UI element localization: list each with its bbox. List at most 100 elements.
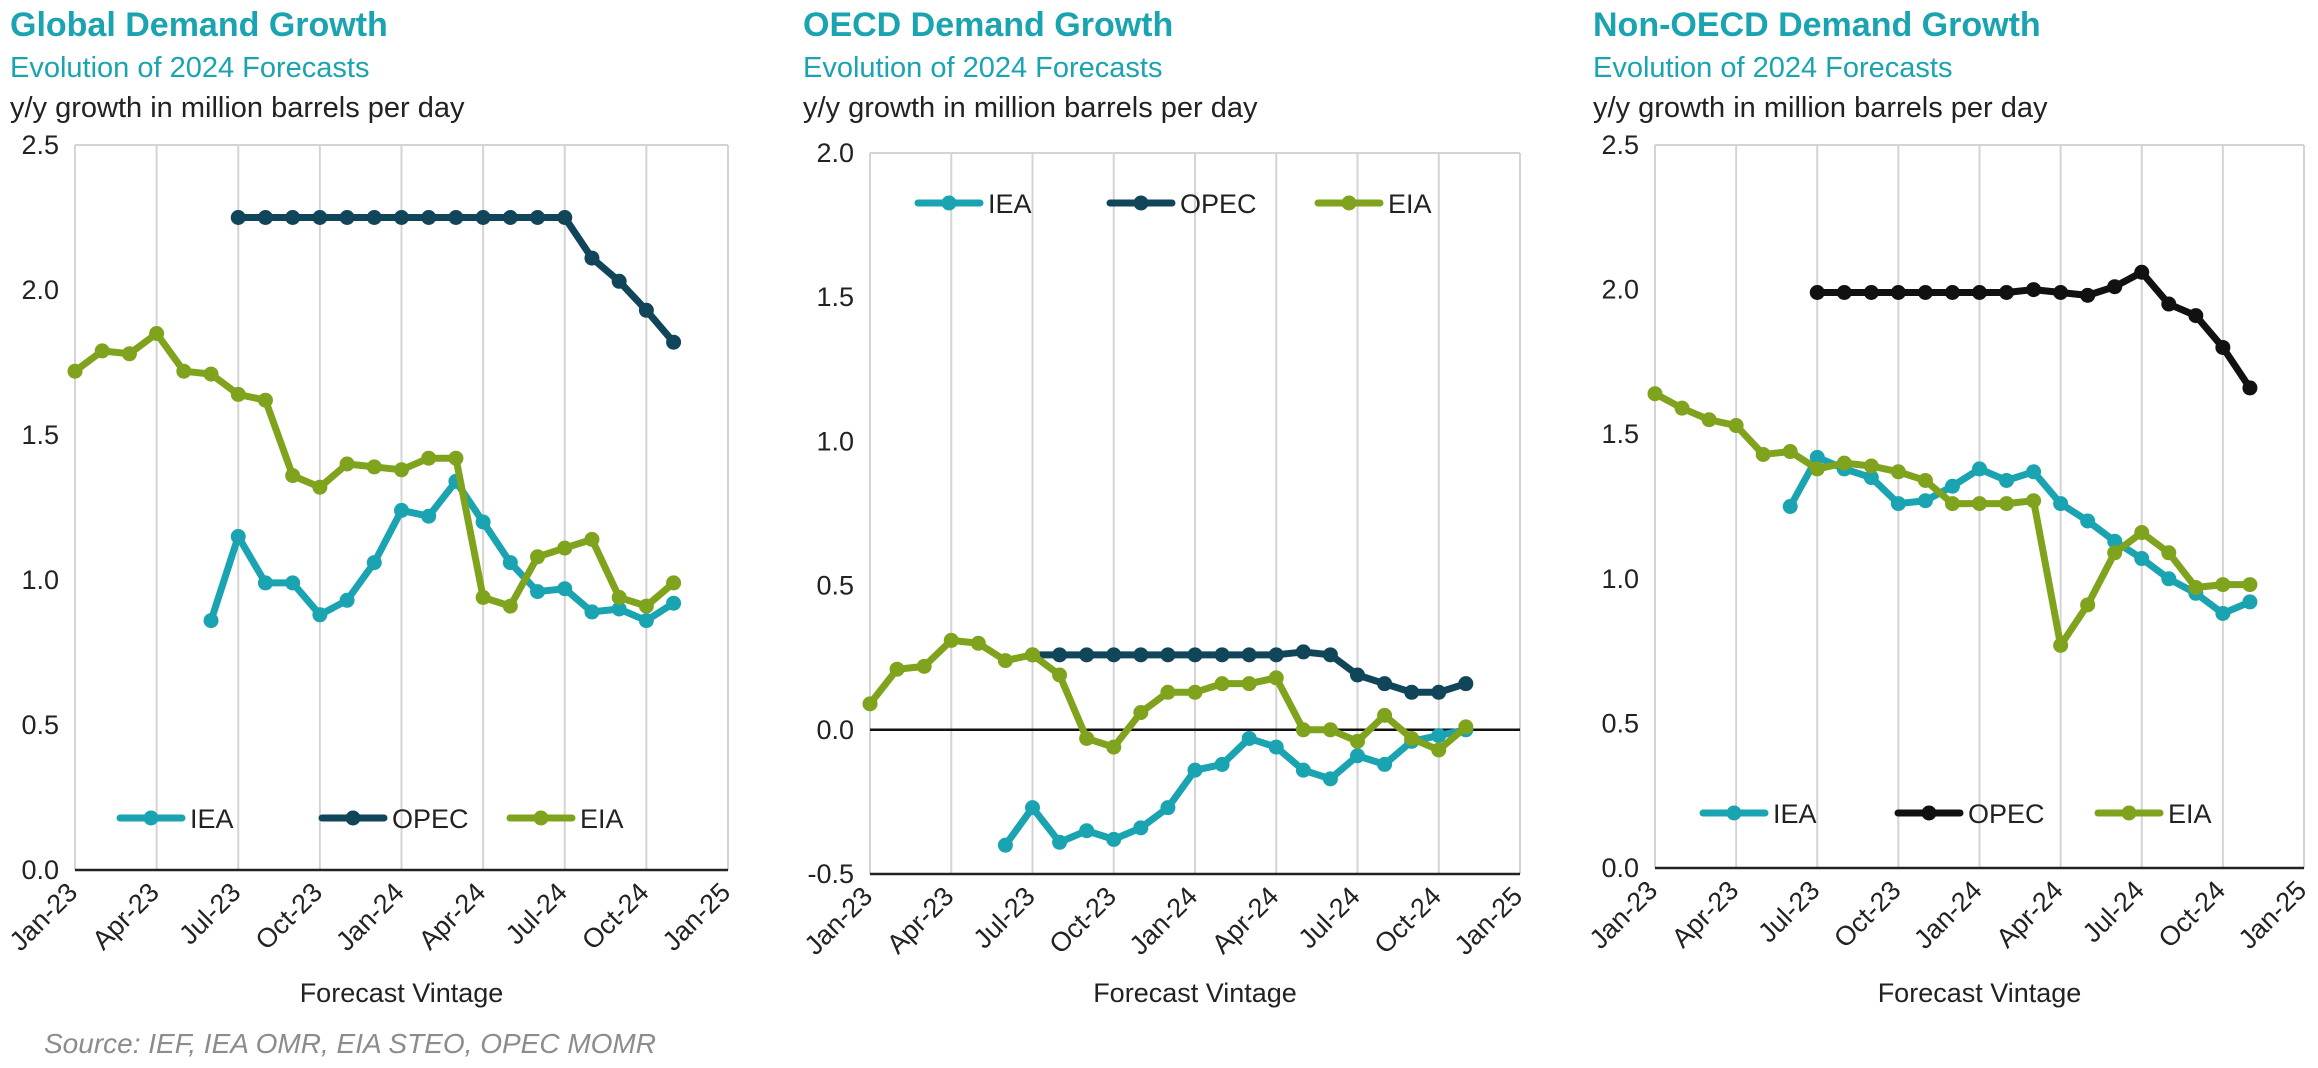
data-point-opec <box>257 210 273 225</box>
data-point-iea <box>638 613 654 629</box>
x-tick-label: Oct-23 <box>1828 875 1907 954</box>
y-tick-label: 1.5 <box>1601 419 1639 449</box>
data-point-iea <box>2242 594 2258 610</box>
data-point-opec <box>1944 284 1960 300</box>
y-tick-label: 0.5 <box>1601 708 1639 738</box>
data-point-opec <box>557 210 573 225</box>
data-point-eia <box>557 540 573 556</box>
y-tick-label: 1.5 <box>21 420 59 450</box>
data-point-iea <box>530 584 546 600</box>
data-point-iea <box>1133 820 1149 836</box>
data-point-eia <box>475 589 491 605</box>
data-point-eia <box>2242 577 2258 593</box>
data-point-opec <box>1404 684 1420 700</box>
data-point-opec <box>230 210 246 225</box>
data-point-iea <box>2161 571 2177 587</box>
data-point-iea <box>2080 513 2096 529</box>
data-point-opec <box>1972 284 1987 300</box>
data-point-eia <box>916 658 932 674</box>
data-point-eia <box>2215 577 2231 593</box>
data-point-eia <box>366 459 382 475</box>
data-point-opec <box>394 210 409 225</box>
x-tick-label: Jan-25 <box>657 877 737 957</box>
data-point-iea <box>1322 771 1338 787</box>
x-tick-label: Jul-23 <box>1752 875 1825 948</box>
data-point-eia <box>67 363 83 379</box>
data-point-iea <box>1999 472 2015 488</box>
data-point-eia <box>1322 722 1338 738</box>
legend-label-iea: IEA <box>988 189 1032 219</box>
data-point-opec <box>1917 284 1933 300</box>
data-point-eia <box>1863 458 1879 474</box>
data-point-opec <box>1890 284 1906 300</box>
data-point-opec <box>1863 284 1879 300</box>
series-line-eia <box>1651 390 2254 649</box>
legend-marker-eia <box>1341 195 1357 211</box>
data-point-eia <box>970 635 986 651</box>
data-point-opec <box>2134 264 2150 280</box>
data-point-eia <box>339 456 355 472</box>
data-point-iea <box>1241 730 1257 746</box>
data-point-eia <box>1377 707 1393 723</box>
data-point-iea <box>502 555 518 571</box>
data-point-eia <box>1701 412 1717 428</box>
data-point-eia <box>530 549 546 565</box>
x-axis-title: Forecast Vintage <box>1093 978 1297 1008</box>
x-tick-label: Apr-23 <box>881 881 960 960</box>
data-point-opec <box>1187 647 1203 663</box>
data-point-eia <box>94 343 110 359</box>
data-point-eia <box>1674 400 1690 416</box>
data-point-eia <box>1836 455 1852 471</box>
data-point-opec <box>1214 647 1230 663</box>
data-point-iea <box>1214 756 1230 772</box>
x-tick-label: Oct-24 <box>1368 881 1447 960</box>
chart-subtitle: Evolution of 2024 Forecasts <box>803 52 1163 84</box>
data-point-opec <box>1836 284 1852 300</box>
legend-marker-eia <box>533 810 549 826</box>
data-point-iea <box>339 592 355 608</box>
x-tick-label: Oct-23 <box>250 877 329 956</box>
data-point-eia <box>1890 464 1906 480</box>
x-tick-label: Jan-25 <box>1449 881 1529 961</box>
data-point-eia <box>1728 418 1744 434</box>
data-point-eia <box>638 598 654 614</box>
data-point-opec <box>1350 667 1365 683</box>
y-axis-unit-label: y/y growth in million barrels per day <box>803 92 1258 124</box>
data-point-eia <box>1268 670 1284 686</box>
data-point-opec <box>1052 647 1068 663</box>
legend-label-opec: OPEC <box>392 804 469 834</box>
data-point-opec <box>1241 647 1257 663</box>
data-point-iea <box>1431 728 1447 744</box>
data-point-iea <box>2107 533 2123 549</box>
data-point-iea <box>2215 606 2231 622</box>
data-point-eia <box>421 450 437 466</box>
y-tick-label: 1.0 <box>816 426 854 456</box>
data-point-eia <box>1972 496 1987 512</box>
data-point-eia <box>2053 637 2069 653</box>
x-tick-label: Jul-24 <box>500 877 573 950</box>
data-point-eia <box>584 531 600 547</box>
data-point-opec <box>2215 339 2231 355</box>
data-point-opec <box>666 334 682 350</box>
legend-label-eia: EIA <box>580 804 624 834</box>
data-point-opec <box>2161 296 2177 312</box>
data-point-iea <box>2134 551 2150 567</box>
data-point-opec <box>2053 284 2069 300</box>
x-tick-label: Apr-24 <box>1206 881 1285 960</box>
y-tick-label: 2.5 <box>21 130 59 160</box>
data-point-opec <box>1322 647 1338 663</box>
data-point-eia <box>230 386 246 402</box>
data-point-iea <box>366 555 382 571</box>
data-point-opec <box>611 273 627 289</box>
data-point-opec <box>2188 308 2204 324</box>
x-tick-label: Jan-25 <box>2233 875 2313 955</box>
data-point-opec <box>1809 284 1825 300</box>
non-oecd-demand-panel: Non-OECD Demand Growth Evolution of 2024… <box>1584 0 2318 1068</box>
chart-subtitle: Evolution of 2024 Forecasts <box>1593 52 1953 84</box>
series-line-iea <box>1786 453 2254 618</box>
data-point-eia <box>1052 667 1068 683</box>
data-point-eia <box>1106 739 1122 755</box>
legend-marker-opec <box>1133 195 1149 211</box>
